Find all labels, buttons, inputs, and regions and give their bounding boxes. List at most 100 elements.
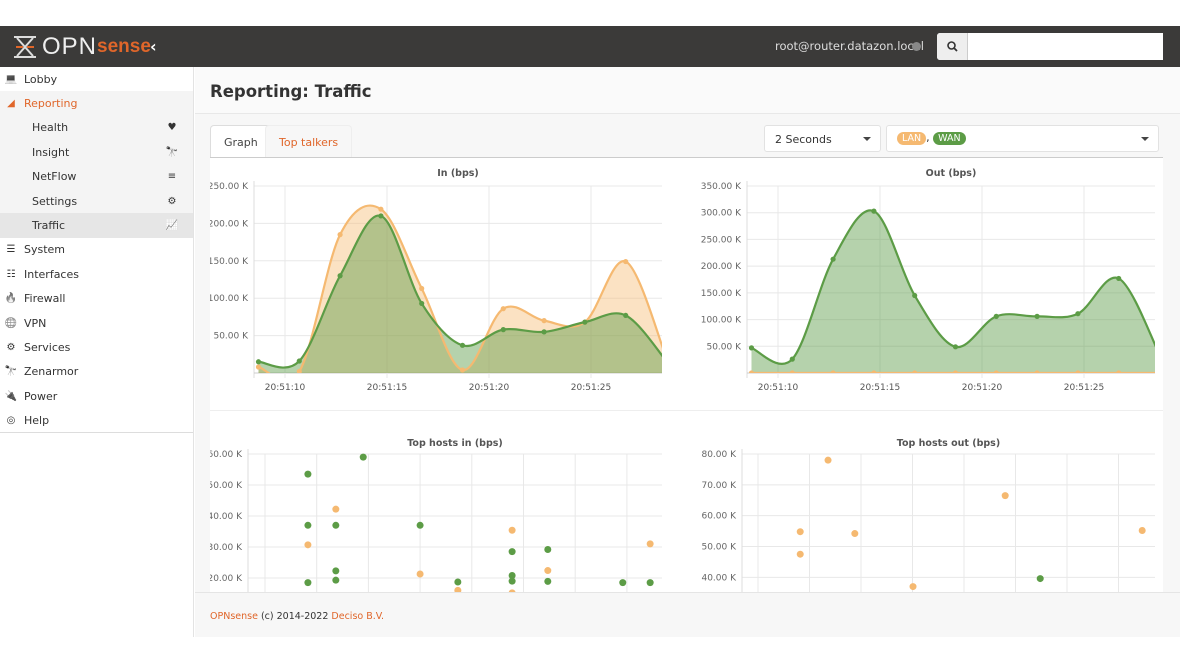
data-point-wan <box>419 300 425 307</box>
sidebar-item-vpn[interactable]: 🌐 VPN <box>0 311 193 335</box>
scatter-point-wan <box>332 576 340 584</box>
y-tick-label: 50.00 K <box>701 543 737 553</box>
x-tick-label: 20:51:25 <box>571 383 611 393</box>
sidebar-item-zenarmor[interactable]: 🔭 Zenarmor <box>0 360 193 384</box>
data-point-wan <box>830 256 836 262</box>
sidebar-item-reporting[interactable]: ◢ Reporting <box>0 91 193 116</box>
y-tick-label: 300.00 K <box>701 209 742 219</box>
chart-3: Top hosts out (bps)20.00 K30.00 K40.00 K… <box>701 438 1155 592</box>
data-point-lan <box>1116 370 1122 373</box>
y-tick-label: 150.00 K <box>210 257 249 267</box>
sidebar-item-lobby[interactable]: 💻 Lobby <box>0 67 193 91</box>
y-tick-label: 200.00 K <box>210 219 249 229</box>
data-point-lan <box>541 318 547 324</box>
binoculars-icon: 🔭 <box>165 146 179 158</box>
scatter-point-lan <box>851 530 859 538</box>
data-point-lan <box>748 370 755 373</box>
y-tick-label: 80.00 K <box>701 450 737 460</box>
data-point-wan <box>1116 275 1122 282</box>
user-label: root@router.datazon.local <box>775 39 924 53</box>
scatter-point-wan <box>508 548 516 556</box>
y-tick-label: 350.00 K <box>701 182 742 192</box>
scatter-point-wan <box>359 453 367 461</box>
gear-icon: ⚙ <box>6 341 16 353</box>
scatter-point-wan <box>332 521 340 529</box>
sidebar-item-health[interactable]: Health ♥ <box>0 115 193 141</box>
footer-company-link[interactable]: Deciso B.V. <box>331 611 385 622</box>
data-point-wan <box>296 358 302 364</box>
data-point-lan <box>664 355 669 360</box>
scatter-point-lan <box>1001 492 1009 500</box>
scatter-point-wan <box>544 577 552 585</box>
interval-select[interactable]: 2 Seconds <box>764 125 881 152</box>
tab-graph[interactable]: Graph <box>210 125 272 158</box>
interface-select[interactable]: LAN, WAN <box>886 125 1159 152</box>
data-point-lan <box>789 370 795 373</box>
data-point-lan <box>1157 370 1162 375</box>
scatter-point-lan <box>1138 526 1146 534</box>
data-point-lan <box>378 206 384 212</box>
sidebar-item-label: Help <box>24 413 50 427</box>
data-point-wan <box>255 359 262 365</box>
x-tick-label: 20:51:15 <box>860 383 900 393</box>
y-tick-label: 30.00 K <box>210 543 243 553</box>
plot-area <box>748 208 1162 375</box>
line-wan <box>258 214 662 369</box>
scatter-point-wan <box>508 577 516 585</box>
sidebar-item-insight[interactable]: Insight 🔭 <box>0 140 193 165</box>
y-tick-label: 100.00 K <box>701 316 742 326</box>
data-point-wan <box>952 344 959 350</box>
search-icon[interactable] <box>937 33 968 60</box>
sidebar-item-help[interactable]: ◎ Help <box>0 408 193 433</box>
sidebar-item-system[interactable]: ☰ System <box>0 238 193 262</box>
footer: OPNsense (c) 2014-2022 Deciso B.V. <box>195 592 1180 637</box>
data-point-wan <box>459 342 466 348</box>
data-point-lan <box>1034 370 1040 373</box>
chart-title: In (bps) <box>437 168 479 179</box>
sidebar-item-traffic[interactable]: Traffic 📈 <box>0 213 193 238</box>
y-tick-label: 100.00 K <box>210 294 249 304</box>
sidebar-item-label: Insight <box>32 145 70 159</box>
area-wan <box>751 210 1155 373</box>
sidebar-item-settings[interactable]: Settings ⚙ <box>0 188 193 214</box>
wan-badge: WAN <box>933 132 966 145</box>
sidebar-item-power[interactable]: 🔌 Power <box>0 384 193 408</box>
sidebar-item-label: Power <box>24 389 58 403</box>
data-point-wan <box>664 358 669 363</box>
scatter-point-wan <box>304 579 312 587</box>
y-tick-label: 70.00 K <box>701 481 737 491</box>
scatter-point-lan <box>646 540 654 548</box>
data-point-lan <box>623 258 629 265</box>
scatter-point-lan <box>508 526 516 534</box>
tab-top-talkers[interactable]: Top talkers <box>265 125 353 157</box>
data-point-wan <box>993 313 999 319</box>
scatter-point-lan <box>796 528 804 536</box>
data-point-wan <box>789 356 795 362</box>
sidebar-item-interfaces[interactable]: ☷ Interfaces <box>0 262 193 286</box>
chart-2: Top hosts in (bps) 20.00 K 30.00 K 40.00 K 5… <box>210 438 662 592</box>
sidebar-item-firewall[interactable]: 🔥 Firewall <box>0 287 193 311</box>
sidebar-collapse-button[interactable]: ‹ <box>150 37 157 56</box>
y-tick-label: 150.00 K <box>701 289 742 299</box>
sidebar-item-label: Health <box>32 121 69 135</box>
data-point-lan <box>255 364 262 370</box>
status-indicator <box>912 42 921 51</box>
opnsense-logo[interactable]: OPN sense <box>12 33 151 61</box>
data-point-lan <box>500 306 506 312</box>
line-chart-icon: 📈 <box>165 220 179 232</box>
sidebar: 💻 Lobby ◢ Reporting Health ♥ Insight 🔭 NetFlow ≡ S… <box>0 67 194 637</box>
sidebar-item-netflow[interactable]: NetFlow ≡ <box>0 164 193 189</box>
sitemap-icon: ☷ <box>6 268 16 280</box>
sidebar-item-services[interactable]: ⚙ Services <box>0 335 193 359</box>
footer-brand-link[interactable]: OPNsense <box>210 611 258 622</box>
laptop-icon: 💻 <box>4 73 18 85</box>
y-tick-label: 50.00 K <box>706 342 742 352</box>
chevron-down-icon <box>1141 137 1149 141</box>
sidebar-item-label: Services <box>24 340 71 354</box>
search-input[interactable] <box>968 33 1163 60</box>
scatter-point-wan <box>508 572 516 580</box>
data-point-wan <box>1157 352 1162 357</box>
data-point-lan <box>912 370 918 373</box>
y-tick-label: 60.00 K <box>210 450 243 460</box>
data-point-wan <box>378 213 384 219</box>
